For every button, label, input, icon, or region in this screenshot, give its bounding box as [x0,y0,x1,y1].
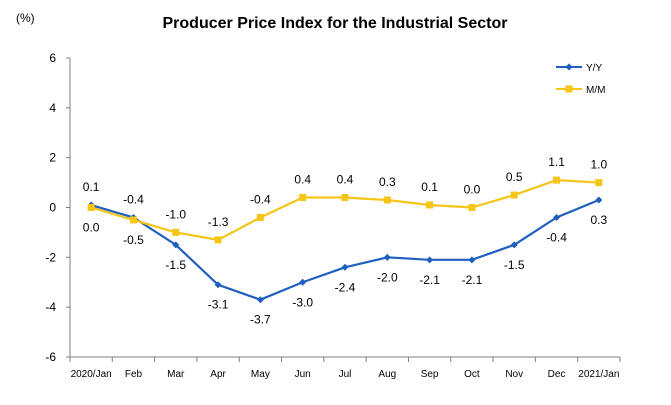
marker-mm [256,213,264,221]
data-label-yy: -3.7 [250,313,271,327]
marker-yy [426,256,434,264]
marker-yy [510,241,518,249]
marker-mm [553,176,561,184]
axes: 6 4 2 0 -2 -4 -6 2020/Jan Feb Mar Apr May Jun Jul Aug S… [45,51,621,380]
data-label-mm: 1.0 [591,158,608,172]
legend-marker-yy [565,63,573,71]
marker-yy [214,281,222,289]
marker-mm [468,204,476,211]
x-tick-label: Feb [125,369,143,380]
data-label-yy: -0.4 [546,230,567,244]
marker-mm [510,191,518,199]
data-labels-layer: 0.0 -0.5 -1.0 -1.3 -0.4 0.4 0.4 0.3 0.1 0.0 0.5 1.1… [83,155,608,327]
x-tick-label: Mar [167,369,185,380]
data-label-mm: 0.3 [379,175,396,189]
data-label-mm: 0.5 [506,170,523,184]
x-tick-label: Nov [505,369,523,380]
x-tick-label: Dec [548,369,566,380]
data-label-yy: -0.4 [123,192,144,206]
marker-mm [595,179,603,187]
data-label-mm: -0.5 [123,233,144,247]
data-label-yy: -1.5 [165,258,186,272]
y-tick-label: 0 [49,201,56,215]
y-tick-label: -6 [45,350,56,364]
y-tick-label: 6 [49,51,56,65]
data-label-yy: -3.1 [208,298,229,312]
data-label-mm: 1.1 [548,155,565,169]
data-label-mm: 0.0 [83,221,100,235]
x-tick-label: Oct [464,369,480,380]
y-tick-label: 2 [49,151,56,165]
data-label-mm: -1.3 [208,215,229,229]
y-tick-label: -2 [45,250,56,264]
marker-yy [172,241,180,249]
series-layer [87,176,603,304]
marker-yy [553,213,561,221]
x-tick-label: 2021/Jan [578,369,619,380]
y-tick-label: 4 [49,101,56,115]
data-label-mm: -0.4 [250,192,271,206]
marker-mm [129,216,137,224]
chart-title: Producer Price Index for the Industrial … [163,15,508,32]
legend-label: M/M [586,85,605,96]
data-label-yy: -2.1 [462,273,483,287]
marker-yy [595,196,603,204]
data-label-mm: 0.1 [421,180,438,194]
marker-mm [383,196,391,204]
data-label-yy: -2.4 [335,280,356,294]
marker-yy [256,296,264,304]
x-tick-label: Jul [339,369,352,380]
data-label-mm: 0.0 [464,183,481,197]
marker-mm [341,194,349,202]
y-unit-label: (%) [16,11,35,25]
x-tick-label: 2020/Jan [71,369,112,380]
marker-yy [383,253,391,261]
x-tick-label: Jun [295,369,311,380]
marker-yy [341,263,349,271]
marker-mm [214,236,222,244]
x-tick-label: May [251,369,270,380]
data-label-mm: -1.0 [165,207,186,221]
marker-mm [299,194,307,202]
marker-mm [172,228,180,236]
marker-mm [87,204,95,211]
data-label-yy: -1.5 [504,258,525,272]
x-tick-label: Aug [378,369,396,380]
data-label-yy: -2.0 [377,270,398,284]
x-tick-label: Apr [210,369,226,380]
marker-yy [468,256,476,264]
marker-mm [426,201,434,209]
data-label-mm: 0.4 [337,173,354,187]
data-label-yy: -3.0 [292,295,313,309]
x-tick-label: Sep [421,369,439,380]
legend-label: Y/Y [586,63,602,74]
legend: Y/Y M/M [556,63,605,96]
data-label-yy: 0.1 [83,180,100,194]
marker-yy [299,278,307,286]
y-tick-label: -4 [45,300,56,314]
legend-marker-mm [565,85,573,93]
data-label-mm: 0.4 [294,173,311,187]
data-label-yy: 0.3 [591,213,608,227]
data-label-yy: -2.1 [419,273,440,287]
